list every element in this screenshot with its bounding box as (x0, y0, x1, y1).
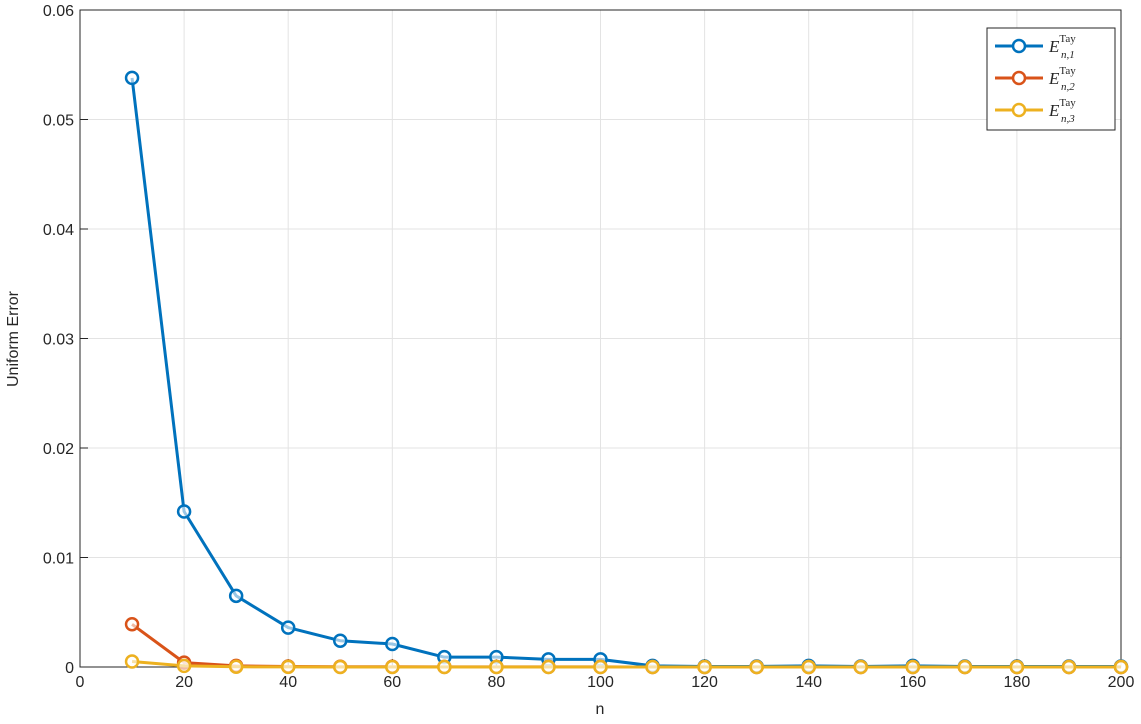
marker (801, 659, 816, 675)
legend-base: E (1048, 37, 1060, 56)
legend-label: ETay n,2 (1048, 65, 1076, 93)
x-tick-label: 20 (175, 674, 193, 691)
legend-subscript: n,3 (1061, 113, 1075, 125)
marker (124, 654, 140, 669)
legend-marker (1011, 38, 1027, 54)
y-tick-label: 0.02 (43, 441, 74, 458)
legend-superscript: Tay (1059, 33, 1076, 45)
y-tick-label: 0 (65, 660, 74, 677)
marker (697, 659, 712, 675)
series-line (130, 77, 1121, 668)
marker (1113, 659, 1129, 675)
x-tick-label: 160 (899, 674, 926, 691)
marker (228, 659, 244, 675)
marker (124, 617, 140, 632)
marker (1009, 659, 1025, 675)
marker (749, 659, 764, 675)
marker (905, 659, 921, 675)
marker (280, 659, 296, 675)
y-tick-label: 0.05 (43, 113, 74, 130)
series-line (131, 660, 1121, 669)
y-tick-label: 0.04 (43, 222, 74, 239)
marker (280, 620, 296, 635)
x-tick-label: 100 (587, 674, 614, 691)
legend-base: E (1048, 101, 1060, 120)
x-tick-label: 40 (279, 674, 297, 691)
marker (333, 633, 348, 648)
legend-subscript: n,2 (1061, 81, 1075, 93)
marker (489, 659, 504, 675)
marker (593, 659, 608, 675)
y-tick-label: 0.01 (43, 551, 74, 568)
marker (957, 659, 973, 675)
marker (124, 70, 140, 86)
legend-superscript: Tay (1059, 97, 1076, 109)
x-tick-label: 200 (1108, 674, 1135, 691)
legend-label: ETay n,1 (1048, 33, 1076, 61)
marker (437, 659, 452, 675)
marker (385, 636, 400, 652)
legend-label: ETay n,3 (1048, 97, 1076, 125)
marker (1061, 659, 1077, 675)
legend-superscript: Tay (1059, 65, 1076, 77)
y-tick-label: 0.06 (43, 3, 74, 20)
legend-base: E (1048, 69, 1060, 88)
series-line (131, 623, 1121, 669)
legend-marker (1011, 70, 1027, 86)
y-tick-label: 0.03 (43, 332, 74, 349)
x-tick-label: 180 (1004, 674, 1031, 691)
x-tick-label: 60 (383, 674, 401, 691)
y-axis-label: Uniform Error (5, 290, 22, 387)
marker (385, 659, 400, 675)
marker (176, 504, 192, 519)
x-tick-label: 80 (488, 674, 506, 691)
marker (853, 659, 868, 675)
marker (228, 588, 244, 604)
marker (333, 659, 348, 675)
marker (176, 658, 192, 674)
legend-subscript: n,1 (1061, 49, 1075, 61)
marker (541, 659, 556, 675)
x-tick-label: 120 (691, 674, 718, 691)
x-axis-label: n (596, 701, 605, 718)
marker (645, 659, 660, 675)
legend-marker (1011, 102, 1027, 118)
x-tick-label: 140 (795, 674, 822, 691)
x-tick-label: 0 (76, 674, 85, 691)
